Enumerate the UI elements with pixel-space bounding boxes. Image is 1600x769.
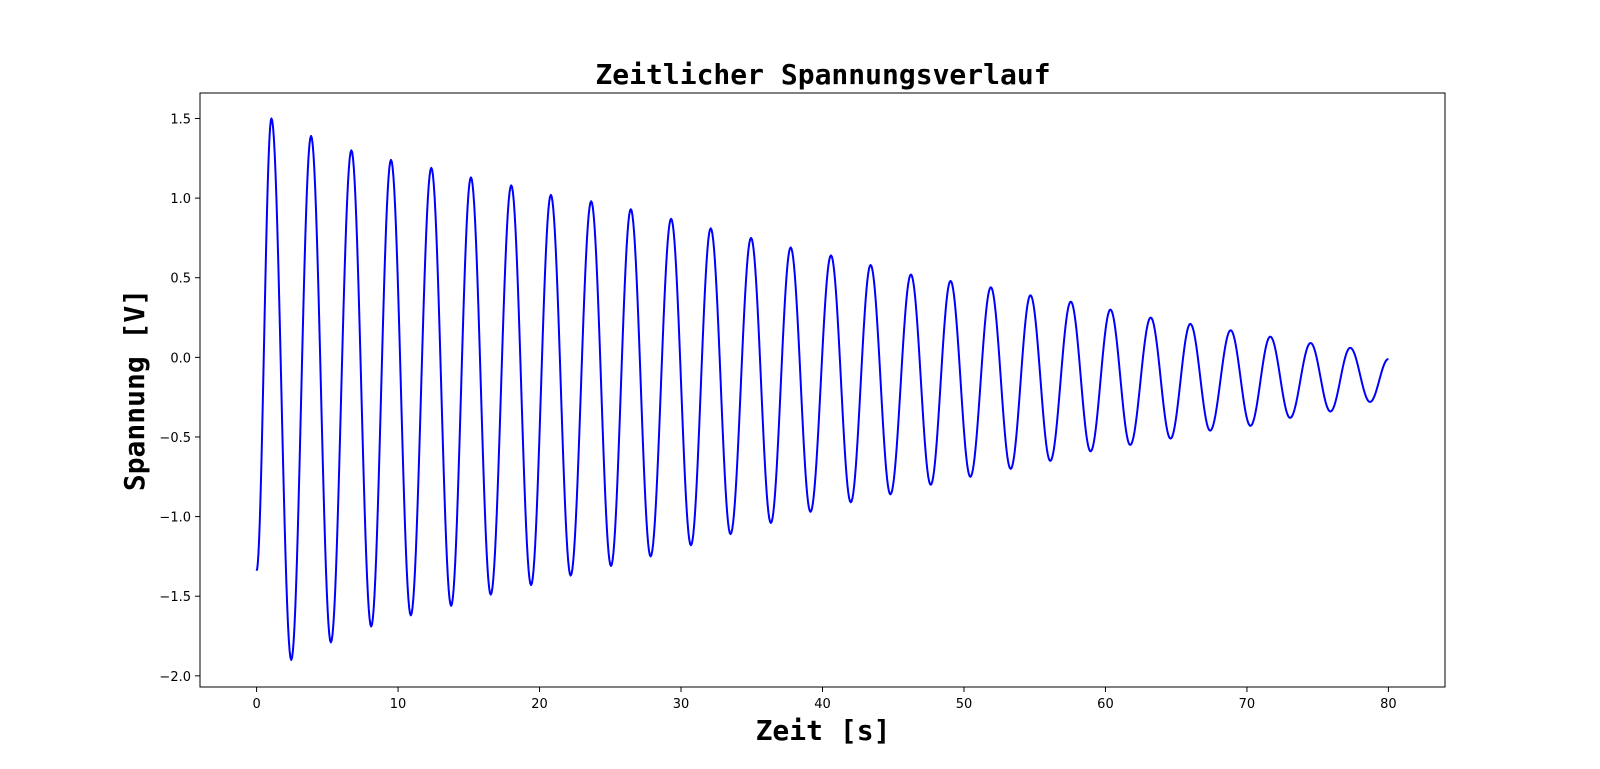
y-tick-label: −2.0: [159, 670, 191, 685]
x-tick-label: 60: [1097, 697, 1114, 712]
x-tick-label: 10: [390, 697, 407, 712]
series-line: [255, 117, 1389, 661]
x-axis-ticks: 0 10 20 30 40 50 60 70 80: [252, 687, 1397, 712]
x-tick-label: 20: [531, 697, 548, 712]
y-tick-label: 0.0: [170, 351, 191, 366]
y-axis-ticks: −2.0 −1.5 −1.0 −0.5 0.0 0.5 1.0 1.5: [159, 112, 200, 685]
x-tick-label: 30: [673, 697, 690, 712]
x-tick-label: 70: [1239, 697, 1256, 712]
x-axis-label: Zeit [s]: [756, 714, 891, 747]
x-tick-label: 0: [252, 697, 260, 712]
y-tick-label: −1.5: [159, 590, 191, 605]
y-tick-label: −0.5: [159, 431, 191, 446]
x-tick-label: 50: [956, 697, 973, 712]
series-layer: [255, 117, 1389, 661]
y-tick-label: 1.5: [170, 112, 191, 127]
y-axis-label: Spannung [V]: [118, 289, 151, 491]
y-tick-label: 1.0: [170, 192, 191, 207]
y-tick-label: 0.5: [170, 272, 191, 287]
x-tick-label: 40: [814, 697, 831, 712]
chart-title: Zeitlicher Spannungsverlauf: [595, 58, 1050, 91]
y-tick-label: −1.0: [159, 511, 191, 526]
x-tick-label: 80: [1380, 697, 1397, 712]
